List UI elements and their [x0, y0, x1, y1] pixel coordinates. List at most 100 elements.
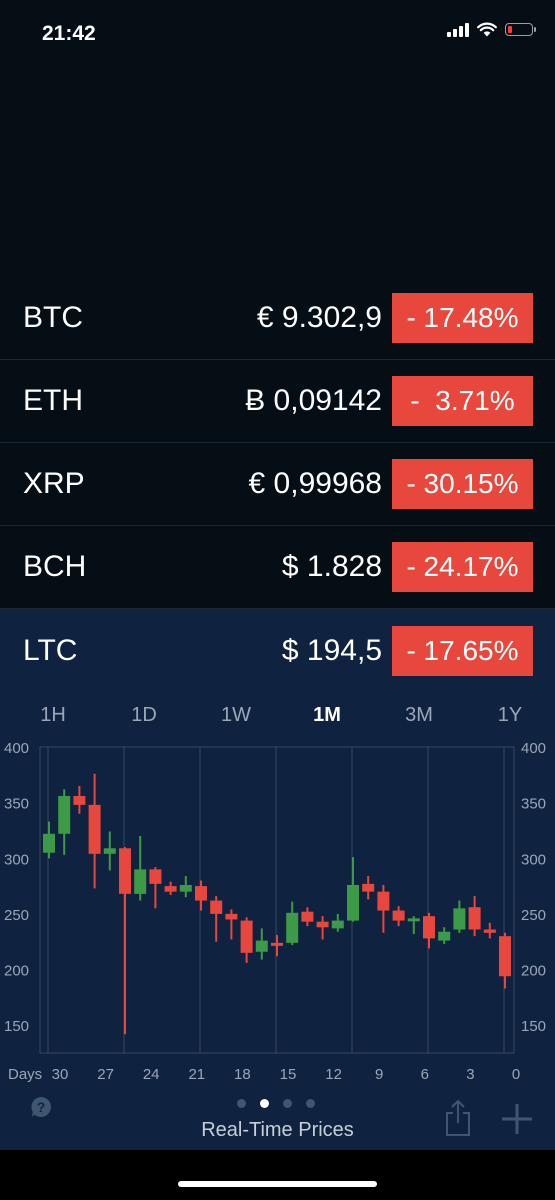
x-tick-label: 9: [375, 1066, 383, 1083]
candle-body: [255, 940, 268, 952]
candle-body: [499, 936, 511, 977]
tab-1y[interactable]: 1Y: [497, 704, 523, 726]
change-badge[interactable]: - 30.15%: [392, 459, 533, 509]
candle-body: [301, 911, 314, 922]
ticker-price: Ƀ 0,09142: [245, 384, 382, 417]
candle-body: [195, 886, 207, 901]
page-dot[interactable]: [237, 1099, 246, 1108]
x-tick-label: 3: [466, 1066, 474, 1083]
candle-body: [453, 908, 466, 930]
candle-body: [134, 869, 147, 894]
candle-body: [103, 848, 116, 854]
change-badge[interactable]: - 17.48%: [392, 293, 533, 343]
x-tick-label: 12: [325, 1066, 342, 1083]
tab-1w[interactable]: 1W: [221, 704, 251, 726]
y-tick-label-left: 200: [4, 963, 29, 980]
x-tick-label: 21: [188, 1066, 205, 1083]
candle-body: [331, 920, 344, 929]
y-tick-label-right: 400: [521, 740, 546, 757]
y-tick-label-right: 250: [521, 907, 546, 924]
candle-body: [423, 916, 435, 939]
candle-body: [362, 883, 375, 892]
tab-1m[interactable]: 1M: [313, 704, 341, 726]
y-tick-label-left: 400: [4, 740, 29, 757]
candle-body: [43, 833, 55, 853]
bottom-bar: ? Real-Time Prices: [0, 1085, 555, 1150]
candle-body: [88, 804, 101, 854]
ticker-price: € 0,99968: [248, 467, 382, 500]
candle-body: [468, 907, 481, 930]
ticker-price: $ 194,5: [281, 634, 382, 667]
change-badge[interactable]: - 3.71%: [392, 376, 533, 426]
candle-body: [179, 884, 192, 892]
home-indicator[interactable]: [178, 1181, 377, 1187]
x-tick-label: 30: [52, 1066, 69, 1083]
ticker-symbol: BTC: [23, 301, 83, 334]
page-dot[interactable]: [283, 1099, 292, 1108]
candle-body: [286, 912, 299, 943]
chart-panel: 1H 1D 1W 1M 3M 1Y 400 400 350 350 300 300 250 250 200…: [0, 692, 555, 1150]
ticker-row-ltc[interactable]: LTC $ 194,5 - 17.65%: [0, 609, 555, 693]
candle-body: [119, 848, 131, 894]
x-tick-label: 6: [421, 1066, 429, 1083]
candle-body: [438, 931, 451, 941]
tab-1d[interactable]: 1D: [131, 704, 157, 726]
y-tick-label-left: 300: [4, 851, 29, 868]
x-tick-label: 24: [143, 1066, 160, 1083]
candle-body: [225, 913, 238, 920]
candle-body: [210, 900, 223, 914]
ticker-symbol: LTC: [23, 634, 78, 667]
page-indicator[interactable]: [237, 1099, 315, 1108]
help-icon[interactable]: ?: [29, 1095, 53, 1119]
x-tick-label: 27: [97, 1066, 114, 1083]
home-area: [0, 1150, 555, 1200]
ticker-symbol: ETH: [23, 384, 83, 417]
candle-body: [240, 920, 253, 953]
page-dot[interactable]: [260, 1099, 269, 1108]
candle-body: [316, 921, 329, 928]
candle-body: [149, 869, 162, 884]
plot-frame: [39, 746, 515, 1054]
tab-1h[interactable]: 1H: [40, 704, 66, 726]
y-tick-label-left: 250: [4, 907, 29, 924]
candle-body: [377, 891, 390, 911]
ticker-symbol: XRP: [23, 467, 85, 500]
change-badge[interactable]: - 17.65%: [392, 626, 533, 676]
ticker-row-xrp[interactable]: XRP € 0,99968 - 30.15%: [0, 443, 555, 526]
x-axis-label: Days: [8, 1066, 42, 1083]
y-tick-label-right: 300: [521, 851, 546, 868]
wifi-icon: [477, 22, 497, 37]
status-bar: 21:42: [0, 0, 555, 70]
candle-body: [483, 929, 496, 933]
ticker-list: BTC € 9.302,9 - 17.48% ETH Ƀ 0,09142 - 3.71% X…: [0, 277, 555, 693]
cellular-signal-icon: [447, 22, 469, 37]
y-tick-label-left: 350: [4, 796, 29, 813]
ticker-row-eth[interactable]: ETH Ƀ 0,09142 - 3.71%: [0, 360, 555, 443]
x-tick-label: 15: [280, 1066, 297, 1083]
ticker-price: $ 1.828: [281, 550, 382, 583]
add-icon[interactable]: [501, 1103, 533, 1135]
range-tabs: 1H 1D 1W 1M 3M 1Y: [0, 692, 555, 740]
candle-body: [164, 886, 177, 892]
page-dot[interactable]: [306, 1099, 315, 1108]
y-tick-label-left: 150: [4, 1018, 29, 1035]
x-tick-label: 0: [512, 1066, 520, 1083]
candle-body: [58, 795, 71, 834]
status-time: 21:42: [42, 22, 96, 45]
change-badge[interactable]: - 24.17%: [392, 542, 533, 592]
status-icons: [447, 22, 536, 37]
candle-body: [271, 942, 283, 946]
ticker-row-bch[interactable]: BCH $ 1.828 - 24.17%: [0, 526, 555, 609]
share-icon[interactable]: [444, 1099, 472, 1137]
ticker-row-btc[interactable]: BTC € 9.302,9 - 17.48%: [0, 277, 555, 360]
candle-body: [347, 884, 359, 921]
candle-body: [73, 795, 86, 805]
page-caption: Real-Time Prices: [201, 1119, 354, 1141]
candle-body: [407, 918, 420, 922]
tab-3m[interactable]: 3M: [405, 704, 433, 726]
battery-icon: [505, 23, 536, 36]
svg-text:?: ?: [37, 1099, 46, 1115]
y-tick-label-right: 350: [521, 796, 546, 813]
x-tick-label: 18: [234, 1066, 251, 1083]
